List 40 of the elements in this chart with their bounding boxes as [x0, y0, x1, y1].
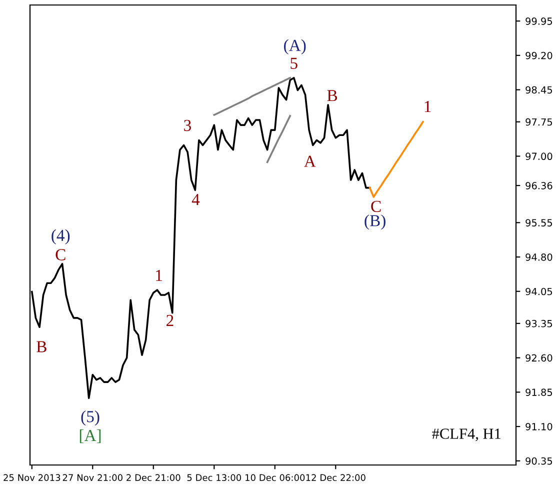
x-tick-label: 25 Nov 2013 [4, 474, 60, 482]
x-tick-label: 27 Nov 21:00 [62, 474, 122, 482]
annotation: (5) [81, 410, 100, 426]
annotation: C [371, 200, 381, 212]
y-tick-label: 97.00 [526, 152, 552, 160]
y-tick-label: 97.75 [526, 118, 552, 126]
x-tick-label: 10 Dec 06:00 [246, 474, 305, 482]
annotation: 1 [424, 101, 431, 112]
annotation: 2 [166, 314, 174, 326]
y-tick-label: 98.45 [526, 86, 552, 94]
y-tick-label: 93.35 [526, 320, 552, 328]
annotation: B [36, 341, 46, 352]
annotation: (B) [364, 214, 386, 230]
y-tick-label: 94.80 [526, 253, 552, 261]
x-tick-label: 5 Dec 13:00 [187, 474, 242, 482]
line-series [266, 114, 291, 164]
y-tick-label: 91.10 [526, 422, 552, 430]
annotation: 5 [290, 58, 298, 69]
annotation: (4) [52, 229, 70, 244]
y-tick-label: 94.05 [526, 288, 552, 296]
y-tick-label: 99.20 [526, 52, 552, 60]
y-tick-label: 90.35 [526, 457, 552, 465]
x-tick-label: 12 Dec 22:00 [306, 474, 366, 482]
x-tick-label: 2 Dec 21:00 [126, 474, 180, 482]
line-series [213, 76, 291, 116]
y-tick-label: 99.95 [526, 18, 552, 25]
y-tick-label: 96.36 [526, 182, 552, 190]
annotation: 3 [184, 120, 191, 132]
annotation: 1 [156, 270, 162, 281]
line-series [368, 120, 424, 198]
annotation: 4 [192, 194, 200, 205]
annotation: #CLF4, H1 [432, 428, 501, 442]
annotation: C [56, 249, 66, 260]
y-tick-label: 92.60 [526, 354, 552, 362]
annotation: (A) [284, 39, 306, 54]
annotation: [A] [80, 429, 101, 444]
annotation: B [327, 90, 338, 102]
annotation: A [304, 156, 316, 167]
y-tick-label: 95.55 [526, 219, 552, 226]
y-tick-label: 91.85 [526, 388, 552, 396]
